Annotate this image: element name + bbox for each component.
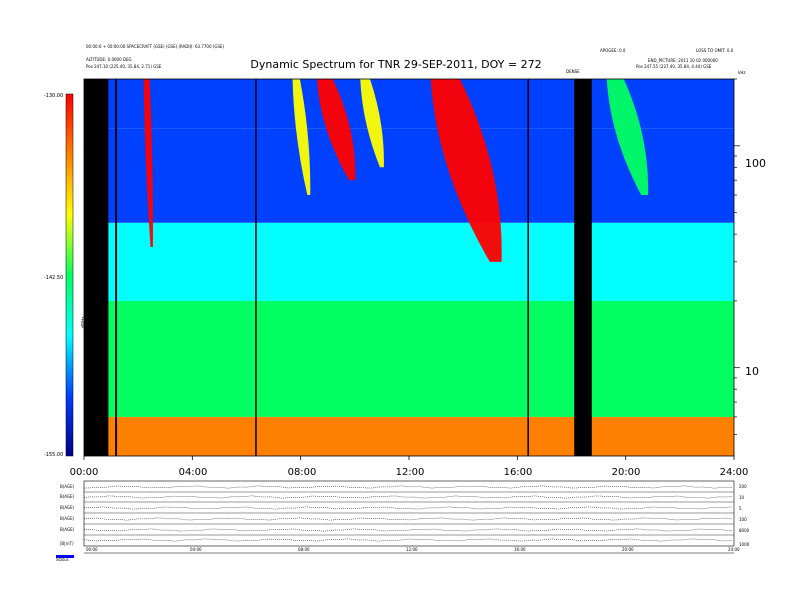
bottom-panel-trace — [83, 506, 733, 510]
bottom-right-value: 1000 — [739, 542, 750, 547]
bottom-x-label: 04:00 — [190, 547, 202, 552]
x-tick-label: 12:00 — [395, 467, 425, 478]
radio-burst — [292, 79, 311, 196]
bottom-right-value: 100 — [739, 517, 747, 522]
header-right-line1: APOGEE: 0.0 — [600, 48, 626, 53]
bottom-x-label: 24:00 — [728, 547, 740, 552]
bottom-footer-label: Status — [56, 557, 69, 562]
bottom-panel-trace — [83, 538, 733, 542]
colorbar-top-label: -130.00 — [44, 93, 64, 99]
bottom-panel-frame — [83, 480, 735, 547]
bottom-right-value: 5 — [739, 506, 742, 511]
bottom-x-label: 00:00 — [86, 547, 98, 552]
bottom-right-value: 10 — [739, 495, 745, 500]
bottom-panel-trace — [83, 485, 733, 489]
bottom-right-value: 8000 — [739, 528, 750, 533]
header-left-line1: 00:00:0 + 00:00:00 SPACECRAFT (GSE) (GSE… — [86, 44, 225, 49]
background-band — [84, 222, 734, 301]
colorbar — [65, 93, 74, 457]
x-tick-label: 08:00 — [287, 467, 317, 478]
radio-burst — [143, 79, 153, 247]
header-left-line3: Pos 247.10 (225.40, 35.84, 2.71) GSE — [86, 64, 162, 69]
radio-burst — [430, 79, 502, 262]
bottom-panel-trace — [83, 517, 733, 521]
right-axis-unit-note: kHz — [738, 70, 746, 75]
data-gap — [574, 79, 592, 456]
data-gap — [115, 79, 118, 456]
bottom-x-label: 16:00 — [514, 547, 526, 552]
x-tick-label: 20:00 — [611, 467, 641, 478]
data-gap — [84, 79, 109, 456]
chart-title: Dynamic Spectrum for TNR 29-SEP-2011, DO… — [250, 58, 542, 71]
radio-burst — [606, 79, 649, 196]
x-tick-label: 04:00 — [178, 467, 208, 478]
status-legend-swatch — [56, 555, 74, 558]
bottom-row-label: B(AGE) — [60, 505, 75, 510]
right-axis-label-10: 10 — [745, 365, 759, 378]
header-left-line2: ALTITUDE: 0.0000 DEG — [86, 57, 132, 62]
colorbar-bottom-label: -155.00 — [44, 452, 64, 458]
header-mid-label: DENSE — [566, 69, 580, 74]
x-tick-label: 00:00 — [69, 467, 99, 478]
background-band — [84, 416, 734, 456]
header-right-line2: LOSS TO OMIT: 0.0 — [696, 48, 734, 53]
right-axis-label-100: 100 — [745, 157, 766, 170]
bottom-row-label: B(AGE) — [60, 516, 75, 521]
bottom-right-value: 200 — [739, 484, 747, 489]
background-band — [84, 300, 734, 417]
bottom-x-label: 20:00 — [622, 547, 634, 552]
header-right-line4: Pos 247.55 (227.40, 35.84, 4.44) GSE — [636, 64, 712, 69]
bottom-row-label: B(AGE) — [60, 484, 75, 489]
colorbar-mid-label: -142.50 — [44, 275, 64, 281]
bottom-row-label: |B|(nT) — [60, 541, 74, 546]
x-tick-label: 24:00 — [719, 467, 749, 478]
burst-layer — [143, 79, 649, 262]
header-right-line3: END_PICTURE: 2011 10 02 000000 — [648, 58, 718, 63]
radio-burst — [316, 79, 356, 181]
bottom-panel-trace — [83, 528, 733, 532]
bottom-x-label: 08:00 — [298, 547, 310, 552]
bottom-x-label: 12:00 — [406, 547, 418, 552]
radio-burst — [360, 79, 384, 168]
bottom-row-label: B(AGE) — [60, 494, 75, 499]
bottom-row-label: B(AGE) — [60, 527, 75, 532]
x-tick-label: 16:00 — [503, 467, 533, 478]
bottom-panel-trace — [83, 495, 733, 499]
